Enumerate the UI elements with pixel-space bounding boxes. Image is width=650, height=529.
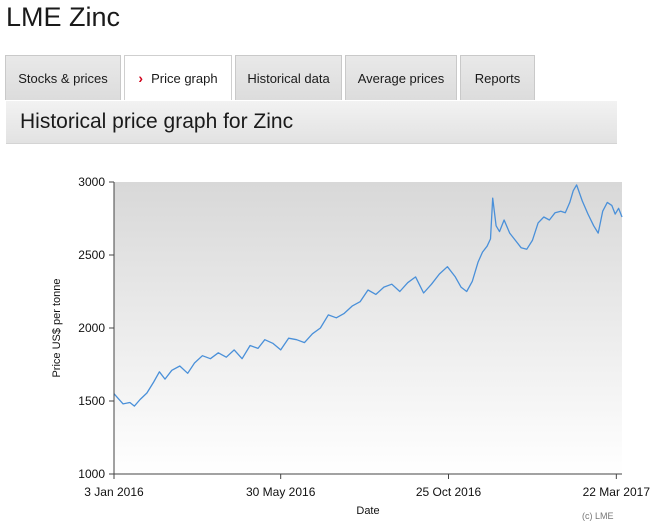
tab-average-prices[interactable]: Average prices (345, 55, 457, 100)
tab-historical-data[interactable]: Historical data (235, 55, 342, 100)
y-tick-label: 2000 (78, 321, 105, 335)
tab-label: Average prices (357, 70, 445, 86)
chevron-right-icon: › (138, 70, 144, 86)
tab-price-graph[interactable]: › Price graph (124, 55, 232, 100)
tab-label: Price graph (151, 70, 218, 86)
tab-stocks-prices[interactable]: Stocks & prices (5, 55, 121, 100)
price-series-line (113, 184, 623, 407)
x-tick-label: 22 Mar 2017 (583, 485, 650, 499)
section-header: Historical price graph for Zinc (6, 101, 617, 144)
page-title: LME Zinc (6, 2, 121, 32)
tab-label: Stocks & prices (18, 70, 108, 86)
tab-label: Reports (474, 70, 521, 86)
y-tick-label: 2500 (78, 248, 105, 262)
tab-label: Historical data (247, 70, 330, 86)
y-tick-label: 1000 (78, 467, 105, 481)
tab-reports[interactable]: Reports (460, 55, 535, 100)
x-axis-label: Date (356, 505, 379, 517)
y-tick-label: 1500 (78, 394, 105, 408)
tab-bar: Stocks & prices › Price graph Historical… (5, 55, 535, 100)
y-axis-label: Price US$ per tonne (51, 278, 63, 377)
x-tick-label: 30 May 2016 (246, 485, 316, 499)
plot-area (114, 182, 622, 474)
x-tick-label: 25 Oct 2016 (416, 485, 482, 499)
section-title: Historical price graph for Zinc (20, 110, 294, 133)
y-tick-label: 3000 (78, 175, 105, 189)
x-tick-label: 3 Jan 2016 (84, 485, 144, 499)
chart-credit: (c) LME (582, 511, 614, 521)
